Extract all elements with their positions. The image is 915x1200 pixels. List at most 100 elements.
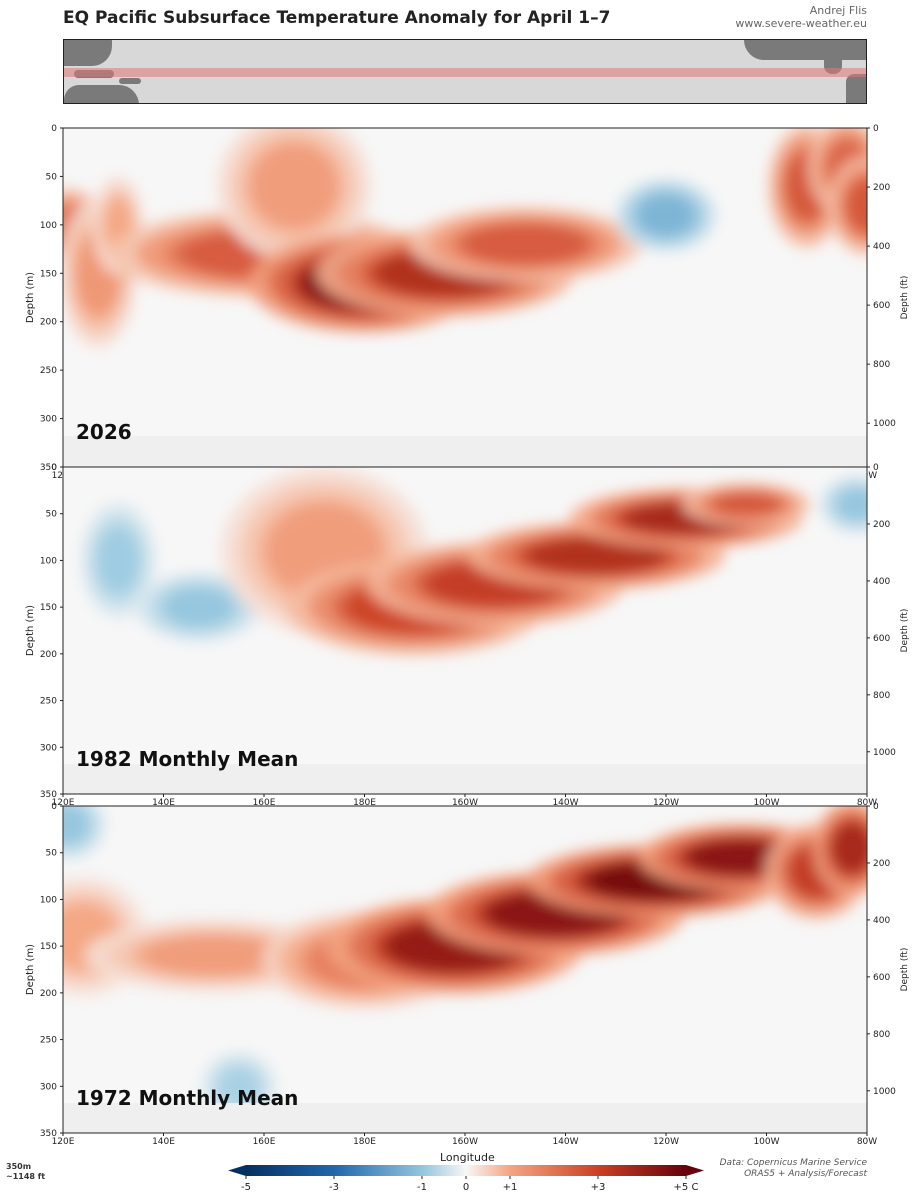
x-tick-label: 180E bbox=[353, 1137, 376, 1147]
no-data-region bbox=[63, 1103, 867, 1133]
depth-note-m: 350m bbox=[6, 1162, 32, 1171]
y-axis-title: Depth (m) bbox=[25, 272, 36, 323]
map-land-south-america bbox=[846, 74, 866, 103]
y-tick-right-label: 1000 bbox=[873, 748, 896, 758]
y-tick-right-label: 400 bbox=[873, 916, 890, 926]
anomaly-blob-2 bbox=[163, 587, 234, 627]
x-tick-label: 80W bbox=[857, 798, 877, 808]
colorbar-tick-label: +5 C bbox=[674, 1182, 699, 1193]
colorbar-min-arrow bbox=[228, 1165, 246, 1176]
colorbar-tick-label: 0 bbox=[463, 1182, 469, 1193]
x-tick-label: 160W bbox=[452, 798, 478, 808]
y-tick-label: 0 bbox=[51, 124, 57, 134]
data-source-line1: Data: Copernicus Marine Service bbox=[719, 1158, 867, 1168]
y-tick-label: 50 bbox=[46, 849, 58, 859]
anomaly-blob-9 bbox=[637, 194, 695, 236]
x-tick-label: 160E bbox=[253, 798, 276, 808]
y-tick-label: 300 bbox=[40, 1082, 57, 1092]
y-tick-label: 150 bbox=[40, 603, 57, 613]
x-tick-label: 140E bbox=[152, 1137, 175, 1147]
anomaly-field bbox=[63, 467, 867, 794]
y-tick-label: 350 bbox=[40, 463, 57, 473]
colorbar-tick-label: -1 bbox=[417, 1182, 427, 1193]
y-tick-label: 100 bbox=[40, 895, 57, 905]
y-tick-label: 350 bbox=[40, 790, 57, 800]
anomaly-field bbox=[63, 806, 867, 1133]
y-tick-right-label: 800 bbox=[873, 360, 890, 370]
y-tick-right-label: 600 bbox=[873, 301, 890, 311]
depth-note-ft: ~1148 ft bbox=[6, 1172, 46, 1181]
y-tick-label: 150 bbox=[40, 269, 57, 279]
y-tick-label: 200 bbox=[40, 318, 57, 328]
panel-label: 1972 Monthly Mean bbox=[76, 1086, 298, 1110]
anomaly-blob-9 bbox=[835, 488, 867, 521]
y-tick-right-label: 400 bbox=[873, 577, 890, 587]
anomaly-blob-1 bbox=[63, 806, 90, 845]
y-tick-right-label: 0 bbox=[873, 463, 879, 473]
panel-label: 2026 bbox=[76, 420, 132, 444]
map-land-australia bbox=[64, 85, 139, 103]
colorbar-tick-label: -5 bbox=[241, 1182, 251, 1193]
y-tick-right-label: 200 bbox=[873, 183, 890, 193]
colorbar: -5 -3 -1 0 +1 +3 +5 C bbox=[228, 1165, 704, 1193]
x-tick-label: 120E bbox=[52, 798, 75, 808]
anomaly-blob-11 bbox=[830, 821, 867, 875]
map-land-asia bbox=[64, 40, 112, 66]
y-tick-label: 250 bbox=[40, 1036, 57, 1046]
panel-label: 1982 Monthly Mean bbox=[76, 747, 298, 771]
y-tick-label: 100 bbox=[40, 221, 57, 231]
anomaly-blob-5 bbox=[251, 145, 337, 227]
y-tick-label: 200 bbox=[40, 989, 57, 999]
x-tick-label: 140W bbox=[552, 1137, 578, 1147]
y-tick-right-label: 600 bbox=[873, 634, 890, 644]
anomaly-field bbox=[63, 128, 867, 467]
x-tick-label: 140E bbox=[152, 798, 175, 808]
colorbar-tick-label: +1 bbox=[503, 1182, 518, 1193]
y-tick-label: 250 bbox=[40, 697, 57, 707]
x-tick-label: 120W bbox=[653, 1137, 679, 1147]
data-source: Data: Copernicus Marine Service ORAS5 + … bbox=[720, 1158, 867, 1180]
credit: Andrej Flis www.severe-weather.eu bbox=[735, 4, 867, 30]
y-axis-right-title: Depth (ft) bbox=[900, 276, 910, 320]
y-tick-right-label: 800 bbox=[873, 1030, 890, 1040]
anomaly-blob-3 bbox=[217, 1066, 260, 1106]
y-tick-right-label: 200 bbox=[873, 520, 890, 530]
y-tick-label: 50 bbox=[46, 172, 58, 182]
y-tick-label: 250 bbox=[40, 366, 57, 376]
y-tick-label: 200 bbox=[40, 650, 57, 660]
y-tick-label: 100 bbox=[40, 556, 57, 566]
x-tick-label: 120E bbox=[52, 1137, 75, 1147]
y-tick-right-label: 600 bbox=[873, 973, 890, 983]
credit-site: www.severe-weather.eu bbox=[735, 17, 867, 30]
page-title: EQ Pacific Subsurface Temperature Anomal… bbox=[63, 8, 611, 28]
x-axis-title: Longitude bbox=[440, 1151, 495, 1164]
credit-name: Andrej Flis bbox=[809, 4, 867, 17]
x-tick-label: 160W bbox=[452, 1137, 478, 1147]
y-tick-right-label: 200 bbox=[873, 859, 890, 869]
anomaly-blob-8 bbox=[461, 223, 589, 265]
x-tick-label: 120W bbox=[653, 798, 679, 808]
anomaly-blob-1 bbox=[97, 527, 140, 594]
colorbar-tick-label: -3 bbox=[329, 1182, 339, 1193]
no-data-region bbox=[63, 764, 867, 794]
y-tick-right-label: 800 bbox=[873, 691, 890, 701]
anomaly-blob-12 bbox=[845, 178, 867, 233]
y-tick-right-label: 0 bbox=[873, 124, 879, 134]
x-tick-label: 80W bbox=[857, 1137, 877, 1147]
anomaly-blob-6 bbox=[525, 537, 667, 575]
locator-map bbox=[63, 39, 867, 104]
y-tick-label: 0 bbox=[51, 463, 57, 473]
data-source-line2: ORAS5 + Analysis/Forecast bbox=[744, 1169, 867, 1179]
equator-band bbox=[64, 68, 866, 77]
x-tick-label: 100W bbox=[753, 1137, 779, 1147]
chart-panel-3: 120E 140E 160E 180E 160W 140W 120W 100W 80W 0 50 10… bbox=[25, 802, 910, 1147]
depth-note: 350m ~1148 ft bbox=[6, 1162, 45, 1182]
x-tick-label: 180E bbox=[353, 798, 376, 808]
y-tick-right-label: 0 bbox=[873, 802, 879, 812]
y-tick-label: 0 bbox=[51, 802, 57, 812]
x-tick-label: 140W bbox=[552, 798, 578, 808]
y-tick-label: 150 bbox=[40, 942, 57, 952]
y-axis-right-title: Depth (ft) bbox=[900, 609, 910, 653]
chart-panel-2: 120E 140E 160E 180E 160W 140W 120W 100W 80W 0 50 10… bbox=[25, 463, 910, 808]
no-data-region bbox=[63, 436, 867, 467]
